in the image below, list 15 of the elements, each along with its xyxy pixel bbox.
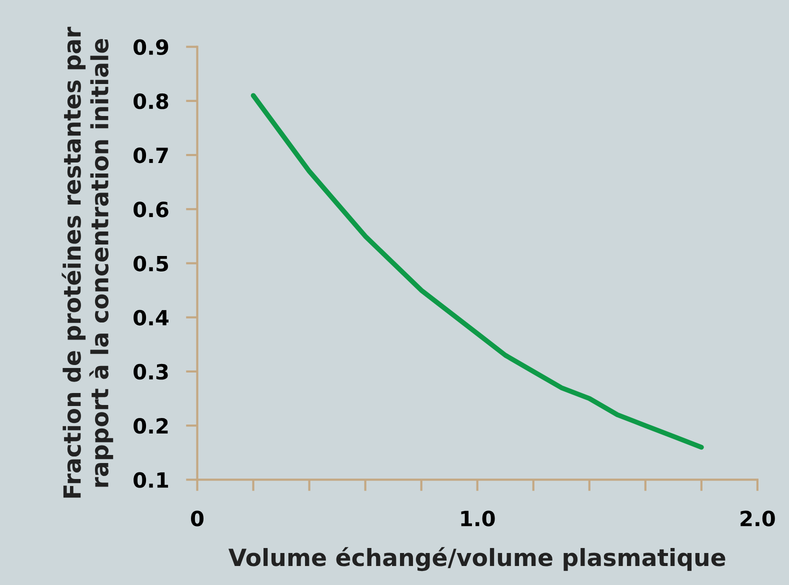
y-tick-label: 0.7: [134, 147, 168, 164]
x-tick-label: 1.0: [461, 510, 495, 526]
y-tick-label: 0.8: [134, 93, 168, 110]
y-tick-label: 0.4: [134, 310, 169, 326]
x-tick-label: 0: [191, 510, 204, 526]
y-tick-label: 0.1: [134, 472, 168, 488]
x-axis-title: Volume échangé/volume plasmatique: [228, 547, 726, 572]
y-tick-label: 0.9: [134, 39, 168, 56]
x-tick-label: 2.0: [740, 510, 775, 526]
line-series: [250, 93, 704, 450]
y-tick-label: 0.6: [134, 202, 168, 218]
y-axis-title: Fraction de protéines restantes par rapport à la concentration initiale: [62, 26, 114, 498]
y-tick-label: 0.3: [134, 364, 168, 380]
y-tick-label: 0.5: [134, 256, 168, 272]
y-tick-label: 0.2: [134, 418, 168, 434]
